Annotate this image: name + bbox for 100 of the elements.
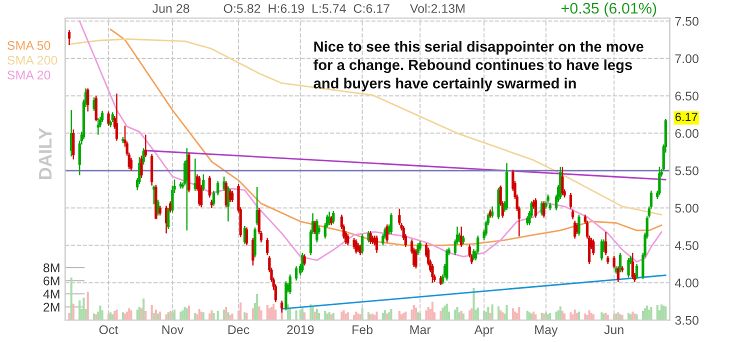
bar	[546, 314, 550, 320]
candlestick	[144, 134, 147, 158]
x-tick-label: Apr	[474, 325, 494, 337]
bar	[272, 304, 275, 320]
bar	[489, 312, 492, 320]
bar	[376, 312, 378, 320]
candlestick	[414, 248, 418, 270]
bar	[312, 306, 314, 320]
candlestick	[491, 206, 494, 218]
bar	[122, 312, 124, 320]
bar	[270, 306, 273, 320]
bar	[559, 306, 562, 320]
bar	[444, 306, 446, 320]
bar	[154, 310, 157, 320]
candlestick	[68, 29, 71, 46]
candlestick	[416, 242, 420, 256]
series-label: SMA 200	[7, 56, 58, 65]
candlestick	[534, 198, 537, 218]
bar	[644, 308, 646, 320]
bar	[340, 312, 343, 320]
bar	[266, 305, 268, 320]
bar	[662, 306, 665, 320]
text: Vol:2.13M	[410, 4, 464, 13]
text: SMA 50	[7, 41, 50, 50]
bar	[140, 308, 143, 320]
text: SMA 20	[7, 70, 50, 80]
y-tick-label: 7.00	[675, 54, 698, 64]
bar	[186, 308, 188, 320]
candlestick	[115, 92, 118, 142]
candlestick	[542, 200, 546, 218]
candlestick	[107, 110, 110, 126]
bar	[225, 306, 228, 320]
y-tick-label: 7.50	[675, 16, 698, 26]
bar	[227, 312, 230, 320]
y-tick-label: 5.50	[675, 166, 698, 176]
candlestick	[635, 263, 638, 280]
candlestick	[303, 254, 306, 266]
bar	[180, 312, 182, 320]
bar	[570, 312, 572, 320]
bar	[159, 312, 162, 320]
candlestick	[202, 174, 205, 192]
bar	[303, 312, 306, 320]
candlestick	[94, 95, 98, 122]
candlestick	[418, 240, 422, 252]
y2-tick-label: 6M	[44, 276, 60, 286]
bar	[440, 310, 442, 320]
x-tick-label: Dec	[228, 325, 250, 334]
candlestick	[245, 226, 248, 246]
text: O:5.82 H:6.19 L:5.74 C:6.17	[224, 4, 390, 13]
y-tick-label: 6.00	[675, 129, 698, 138]
candlestick	[222, 176, 226, 192]
bar	[72, 304, 74, 320]
bar	[514, 312, 516, 320]
candlestick	[375, 235, 378, 254]
bar	[136, 310, 138, 320]
y-tick-label: 4.50	[674, 241, 698, 250]
candlestick	[158, 205, 162, 216]
bar	[188, 306, 190, 320]
y-tick-label: 6.50	[675, 92, 698, 101]
x-tick-label: Oct	[99, 325, 118, 334]
candlestick	[156, 199, 160, 216]
bar	[518, 306, 520, 320]
candlestick	[208, 175, 211, 198]
candlestick	[167, 207, 170, 230]
bar	[82, 298, 85, 320]
bar	[412, 305, 415, 320]
x-tick-label: Feb	[352, 324, 373, 334]
candlestick	[627, 257, 630, 278]
y-tick-label: 5.00	[675, 204, 698, 213]
bar	[648, 310, 650, 320]
candlestick	[256, 186, 258, 226]
y-tick-label: 4.00	[674, 278, 698, 288]
bar	[150, 305, 153, 320]
bar	[574, 310, 576, 320]
bar	[70, 277, 72, 320]
y2-tick-label: 8M	[43, 263, 60, 272]
bar	[454, 310, 456, 320]
candlestick	[612, 255, 616, 270]
bar	[660, 304, 663, 320]
candlestick	[86, 88, 90, 112]
bar	[68, 312, 70, 320]
y2-tick-label: 4M	[43, 290, 60, 298]
bar	[534, 314, 537, 320]
line-series	[68, 38, 662, 216]
candlestick	[301, 252, 304, 273]
bar	[86, 292, 89, 320]
x-tick-label: May	[535, 325, 558, 337]
candlestick	[294, 266, 298, 282]
candlestick	[578, 214, 580, 236]
candlestick	[142, 148, 145, 166]
bar	[268, 308, 270, 320]
text: Jun 28	[152, 4, 190, 13]
candlestick	[346, 234, 350, 246]
bar	[472, 288, 475, 320]
bar	[112, 314, 114, 320]
bar	[425, 310, 428, 320]
bar	[173, 310, 176, 320]
bar	[314, 312, 316, 320]
candlestick	[369, 230, 372, 244]
candlestick	[140, 155, 143, 179]
